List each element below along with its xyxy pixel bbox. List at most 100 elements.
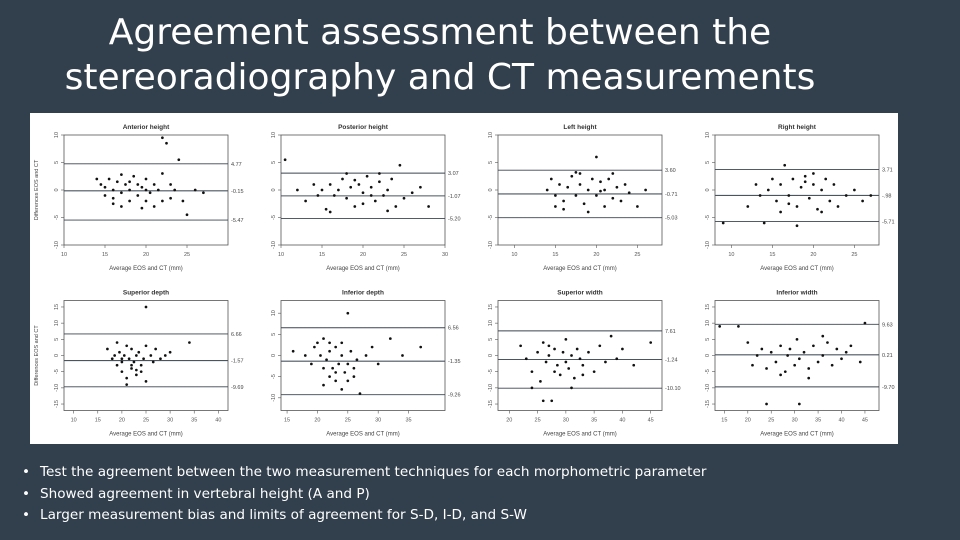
data-point (541, 399, 545, 403)
x-axis-label: Average EOS and CT (mm) (543, 266, 616, 272)
data-point (115, 363, 119, 367)
data-point (341, 177, 344, 181)
data-point (322, 337, 325, 340)
data-point (353, 205, 357, 208)
data-point (578, 183, 582, 186)
data-point (149, 354, 153, 357)
data-point (361, 191, 365, 195)
x-tick-label: 25 (851, 252, 857, 258)
data-point (539, 380, 542, 383)
x-tick-label: 40 (838, 418, 844, 424)
data-point (775, 199, 778, 203)
data-point (836, 205, 840, 208)
data-point (113, 354, 116, 357)
y-tick-label: -10 (54, 241, 60, 249)
data-point (370, 345, 374, 349)
data-point (582, 202, 586, 206)
data-point (863, 321, 867, 325)
bullet-item-3: Larger measurement bias and limits of ag… (22, 505, 706, 527)
data-point (337, 188, 340, 192)
data-point (586, 210, 590, 214)
data-point (322, 366, 325, 370)
data-point (125, 344, 129, 348)
x-tick-label: 25 (184, 252, 190, 258)
data-point (334, 371, 338, 374)
data-point (812, 183, 815, 186)
chart-panel-4: Right height Average EOS and CT (mm) 10 15 2… (705, 124, 895, 272)
data-point (128, 180, 131, 184)
data-point (799, 185, 803, 189)
x-tick-label: 35 (591, 418, 597, 424)
data-point (599, 189, 602, 193)
slide-title: Agreement assessment between the stereor… (0, 10, 880, 100)
bland-altman-figure: Anterior height Average EOS and CT (mm) Di… (30, 113, 898, 444)
line-value-label: -1.57 (231, 359, 244, 365)
y-tick-label: 15 (488, 304, 494, 310)
y-tick-label: 5 (488, 161, 494, 164)
line-value-label: -5.71 (882, 219, 895, 225)
data-point (128, 188, 131, 192)
y-tick-label: 0 (271, 354, 277, 357)
data-point (787, 202, 791, 206)
data-point (564, 337, 568, 341)
data-point (621, 347, 624, 351)
y-tick-label: -5 (705, 369, 711, 374)
data-point (547, 344, 551, 348)
line-value-label: 3.71 (882, 168, 893, 174)
x-tick-label: 15 (319, 252, 325, 258)
data-point (122, 354, 126, 357)
y-tick-label: -15 (488, 400, 494, 408)
bullet-list: Test the agreement between the two measu… (22, 462, 706, 527)
data-point (378, 172, 381, 175)
y-tick-label: 10 (271, 132, 277, 138)
x-tick-label: 10 (71, 418, 77, 424)
x-tick-label: 25 (401, 252, 407, 258)
data-point (152, 183, 156, 186)
data-point (135, 354, 138, 357)
data-point (316, 194, 320, 197)
x-tick-label: 15 (95, 418, 101, 424)
data-point (765, 402, 768, 406)
data-point (346, 311, 350, 315)
data-point (644, 188, 647, 192)
data-point (595, 155, 598, 159)
data-point (303, 354, 307, 357)
data-point (754, 183, 758, 186)
data-point (779, 373, 782, 377)
data-point (322, 383, 325, 387)
data-point (558, 373, 562, 377)
data-point (561, 350, 565, 354)
data-point (803, 174, 807, 178)
panel-title: Inferior depth (342, 290, 384, 297)
data-point (120, 191, 123, 195)
data-point (115, 180, 119, 184)
x-axis-label: Average EOS and CT (mm) (760, 266, 833, 272)
x-tick-label: 25 (634, 252, 640, 258)
y-tick-label: -10 (488, 241, 494, 249)
data-point (564, 360, 568, 364)
data-point (156, 188, 160, 192)
x-tick-label: 15 (552, 252, 558, 258)
line-value-label: 3.60 (665, 168, 676, 174)
line-value-label: -9.70 (882, 385, 895, 391)
data-point (826, 341, 829, 344)
data-point (316, 341, 319, 345)
data-point (853, 188, 856, 192)
title-line-1: Agreement assessment between the (108, 12, 772, 53)
panel-title: Superior depth (123, 290, 169, 297)
chart-panel-6: Inferior depth Average EOS and CT (mm) 15 2… (271, 290, 461, 438)
data-point (765, 367, 768, 370)
data-point (578, 357, 582, 361)
data-point (607, 177, 611, 181)
data-point (120, 205, 123, 208)
data-point (578, 172, 582, 175)
chart-panel-5: Superior depth Average EOS and CT (mm) Dif… (34, 290, 244, 438)
chart-panel-7: Superior width Average EOS and CT (mm) 20 2… (488, 290, 681, 438)
data-point (603, 188, 606, 192)
data-point (402, 196, 406, 200)
chart-panel-1: Anterior height Average EOS and CT (mm) Di… (34, 124, 244, 272)
data-point (835, 347, 839, 351)
data-point (165, 141, 168, 145)
data-point (388, 337, 392, 340)
line-value-label: -1.35 (448, 359, 461, 365)
